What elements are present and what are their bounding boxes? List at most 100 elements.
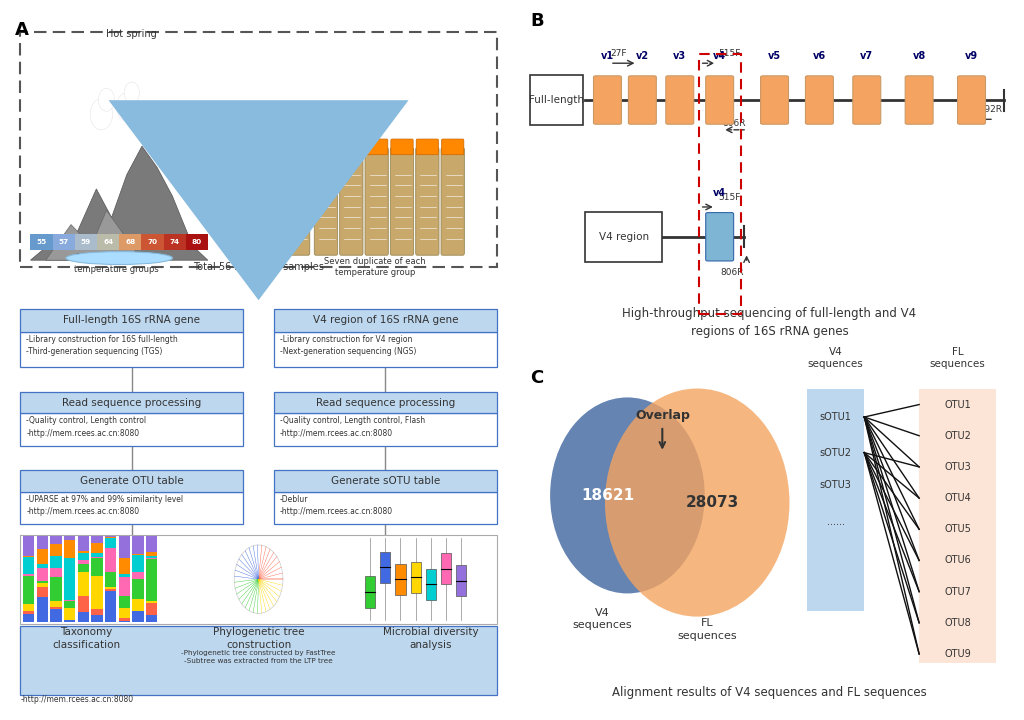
Text: 57: 57 <box>58 238 69 245</box>
Bar <box>119 611 130 616</box>
Text: Overlap: Overlap <box>635 410 690 423</box>
Text: sOTU2: sOTU2 <box>819 448 852 458</box>
Text: FL
sequences: FL sequences <box>930 346 986 369</box>
Text: ×: × <box>242 169 255 187</box>
Bar <box>146 595 158 600</box>
FancyBboxPatch shape <box>287 148 309 255</box>
Bar <box>119 536 130 546</box>
Circle shape <box>98 89 115 111</box>
Text: Generate sOTU table: Generate sOTU table <box>331 476 440 486</box>
Bar <box>23 602 34 611</box>
Text: sOTU1: sOTU1 <box>819 412 852 422</box>
Bar <box>146 559 158 587</box>
Bar <box>273 492 497 524</box>
Bar <box>146 587 158 595</box>
Text: v3: v3 <box>673 51 686 61</box>
Bar <box>132 539 143 540</box>
Text: v9: v9 <box>965 51 978 61</box>
FancyBboxPatch shape <box>391 139 413 155</box>
Bar <box>273 332 497 367</box>
Text: 59: 59 <box>81 238 91 245</box>
FancyBboxPatch shape <box>287 139 309 155</box>
Text: B: B <box>530 12 544 30</box>
Bar <box>146 616 158 622</box>
Text: v7: v7 <box>860 51 873 61</box>
Bar <box>20 332 244 367</box>
Bar <box>37 607 48 622</box>
FancyBboxPatch shape <box>365 148 388 255</box>
Bar <box>91 577 102 606</box>
Bar <box>105 582 117 587</box>
Text: v4: v4 <box>713 188 726 198</box>
Text: Full-length: Full-length <box>529 95 584 105</box>
Text: V4
sequences: V4 sequences <box>572 608 632 630</box>
Bar <box>50 587 61 597</box>
FancyBboxPatch shape <box>416 139 438 155</box>
Bar <box>20 392 244 413</box>
FancyBboxPatch shape <box>441 148 464 255</box>
Bar <box>37 547 48 584</box>
Bar <box>365 573 375 605</box>
Bar <box>164 234 185 250</box>
Bar <box>78 603 89 610</box>
FancyBboxPatch shape <box>957 76 985 125</box>
Bar <box>91 555 102 559</box>
Text: 80: 80 <box>191 238 202 245</box>
FancyBboxPatch shape <box>340 148 362 255</box>
Bar <box>457 571 466 603</box>
Text: 806R: 806R <box>723 119 746 128</box>
Bar <box>105 587 117 589</box>
Text: OTU1: OTU1 <box>944 400 971 410</box>
Circle shape <box>234 545 283 613</box>
Bar <box>920 389 996 663</box>
FancyBboxPatch shape <box>853 76 881 125</box>
Bar <box>132 554 143 558</box>
Bar <box>273 470 497 492</box>
Bar <box>78 594 89 603</box>
Bar <box>78 592 89 594</box>
Bar <box>380 557 390 588</box>
Bar <box>50 557 61 562</box>
Circle shape <box>90 99 113 130</box>
Text: High-throughput sequencing of full-length and V4
regions of 16S rRNA genes: High-throughput sequencing of full-lengt… <box>623 307 916 338</box>
Bar <box>23 536 34 541</box>
Bar <box>20 535 497 624</box>
Bar <box>119 578 130 599</box>
Text: v5: v5 <box>768 51 781 61</box>
Bar <box>20 626 497 695</box>
Text: Full-length 16S rRNA gene: Full-length 16S rRNA gene <box>63 315 201 325</box>
Bar <box>273 413 497 446</box>
Text: Sampling sites of 8
temperature groups: Sampling sites of 8 temperature groups <box>75 253 159 274</box>
Text: FL
sequences: FL sequences <box>678 618 737 641</box>
Bar <box>50 562 61 587</box>
Ellipse shape <box>66 252 172 264</box>
Bar <box>441 571 452 603</box>
Text: Seven duplicate of each
temperature group: Seven duplicate of each temperature grou… <box>325 256 426 277</box>
Text: Taxonomy
classification: Taxonomy classification <box>52 627 120 650</box>
Bar <box>132 558 143 591</box>
Bar <box>105 569 117 582</box>
FancyBboxPatch shape <box>594 76 622 125</box>
Text: 55: 55 <box>37 238 47 245</box>
Bar <box>63 611 76 613</box>
Bar <box>78 546 89 588</box>
Bar <box>273 392 497 413</box>
Bar <box>91 536 102 539</box>
Bar <box>146 600 158 606</box>
Bar <box>119 546 130 557</box>
Text: Read sequence processing: Read sequence processing <box>315 397 455 408</box>
Text: A: A <box>15 22 29 40</box>
Bar <box>91 559 102 567</box>
Text: 1492R: 1492R <box>974 105 1002 114</box>
Text: OTU3: OTU3 <box>944 462 971 472</box>
Bar <box>119 604 130 611</box>
Text: -Library construction for V4 region
-Next-generation sequencing (NGS): -Library construction for V4 region -Nex… <box>280 335 416 356</box>
Text: OTU2: OTU2 <box>944 431 971 441</box>
FancyBboxPatch shape <box>314 148 338 255</box>
Text: v8: v8 <box>912 51 926 61</box>
Text: Generate OTU table: Generate OTU table <box>80 476 183 486</box>
Text: Microbial diversity
analysis: Microbial diversity analysis <box>383 627 478 650</box>
Circle shape <box>117 93 137 121</box>
Text: -http://mem.rcees.ac.cn:8080: -http://mem.rcees.ac.cn:8080 <box>20 695 133 703</box>
Bar <box>23 611 34 616</box>
